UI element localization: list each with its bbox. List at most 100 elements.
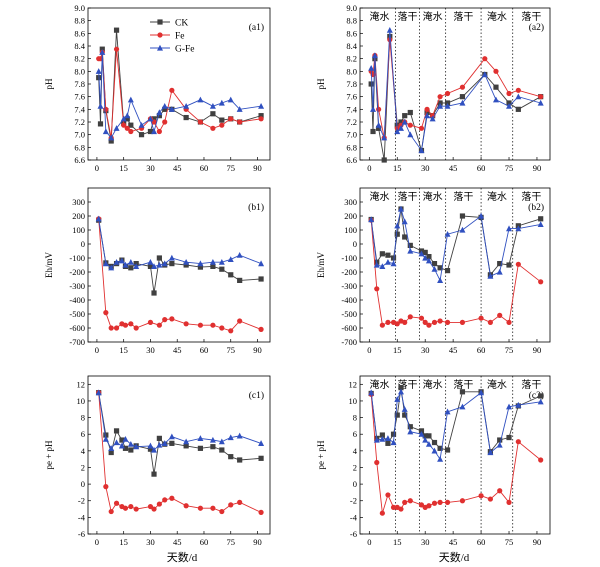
data-point	[237, 457, 243, 463]
y-tick-label: 12	[349, 379, 358, 389]
series-g-fe	[95, 49, 265, 141]
legend-marker	[157, 32, 163, 38]
chart-panels: 6.6 6.8 7.0 7.2 7.4 7.6 7.8 8.0 8.2 8.4 8.6 8.8 9.0 0…	[44, 3, 551, 547]
data-point	[437, 318, 443, 324]
x-tick-label: 90	[533, 345, 542, 355]
data-point	[478, 389, 485, 396]
phase-label: 淹水	[370, 378, 390, 391]
y-tick-label: -200	[69, 267, 85, 277]
data-point	[373, 436, 380, 443]
y-tick-label: 8	[81, 413, 85, 423]
data-point	[459, 319, 466, 325]
data-point	[197, 505, 204, 511]
y-tick-label: -400	[69, 295, 85, 305]
phase-label: 淹水	[370, 190, 390, 203]
data-point	[506, 102, 513, 109]
data-point	[381, 134, 388, 141]
y-tick-label: -2	[350, 496, 357, 506]
data-point	[379, 251, 385, 257]
data-point	[108, 264, 115, 271]
data-point	[444, 447, 451, 453]
data-point	[183, 114, 189, 121]
data-point	[113, 500, 120, 506]
data-point	[459, 94, 466, 100]
data-point	[124, 116, 130, 122]
phase-label: 淹水	[423, 378, 443, 391]
phase-label: 落干	[521, 191, 541, 203]
x-tick-label: 75	[226, 163, 235, 173]
data-point	[219, 447, 225, 453]
y-axis-label: Eh/mV	[44, 252, 54, 278]
data-point	[384, 435, 391, 441]
x-tick-label: 45	[173, 163, 182, 173]
data-point	[418, 428, 425, 434]
data-point	[381, 157, 387, 163]
data-point	[97, 121, 104, 127]
panel-label: (c2)	[529, 390, 544, 401]
data-point	[147, 128, 154, 135]
plot-frame	[359, 187, 551, 343]
data-point	[161, 440, 168, 446]
data-point	[95, 389, 102, 396]
data-point	[197, 435, 204, 441]
data-point	[394, 412, 400, 418]
x-tick-label: 30	[421, 345, 430, 355]
panel-label: (a1)	[249, 22, 264, 33]
y-tick-label: -6	[350, 529, 357, 539]
legend-label: G-Fe	[175, 45, 195, 55]
data-point	[127, 96, 134, 103]
data-point	[103, 106, 109, 112]
data-point	[113, 46, 120, 52]
plot-frame	[87, 187, 271, 343]
series-ck	[368, 206, 544, 278]
data-point	[538, 279, 544, 285]
data-point	[390, 260, 397, 267]
x-tick-label: 90	[253, 537, 262, 547]
chart-panel-b2: -700 -600 -500 -400 -300 -200 -100 0 100 200 300 0 1…	[316, 187, 551, 355]
data-point	[236, 106, 243, 112]
x-tick-label: 0	[95, 345, 99, 355]
data-point	[390, 504, 397, 510]
data-point	[487, 496, 493, 502]
series-fe	[96, 390, 264, 515]
data-point	[459, 84, 466, 90]
data-point	[156, 501, 162, 507]
data-point	[183, 259, 190, 265]
data-point	[219, 266, 225, 272]
data-point	[368, 389, 375, 396]
data-point	[162, 497, 168, 503]
data-point	[497, 261, 503, 267]
data-point	[156, 441, 163, 448]
data-point	[385, 492, 391, 498]
x-tick-label: 15	[393, 345, 402, 355]
x-tick-label: 45	[449, 163, 458, 173]
data-point	[418, 147, 425, 154]
y-tick-label: -500	[341, 309, 357, 319]
data-point	[515, 106, 521, 112]
data-point	[151, 290, 157, 296]
x-tick-label: 30	[421, 537, 430, 547]
data-point	[127, 440, 134, 447]
y-tick-label: -6	[78, 529, 85, 539]
x-tick-label: 0	[367, 537, 371, 547]
data-point	[227, 96, 234, 103]
y-tick-label: 6.6	[74, 155, 85, 165]
data-point	[418, 250, 425, 257]
data-point	[128, 122, 134, 128]
data-point	[209, 259, 216, 265]
y-tick-label: 8.4	[346, 41, 357, 51]
y-tick-label: 9.0	[346, 3, 357, 13]
y-tick-label: -700	[69, 337, 85, 347]
x-tick-label: 45	[173, 345, 182, 355]
x-tick-label: 75	[226, 537, 235, 547]
data-point	[156, 109, 163, 116]
y-tick-label: 8	[353, 413, 357, 423]
x-tick-label: 60	[200, 163, 209, 173]
data-point	[237, 277, 243, 283]
data-point	[108, 508, 114, 515]
data-point	[426, 254, 432, 260]
data-point	[128, 447, 134, 453]
data-point	[538, 216, 544, 222]
data-point	[375, 121, 382, 128]
legend-marker	[157, 44, 163, 51]
